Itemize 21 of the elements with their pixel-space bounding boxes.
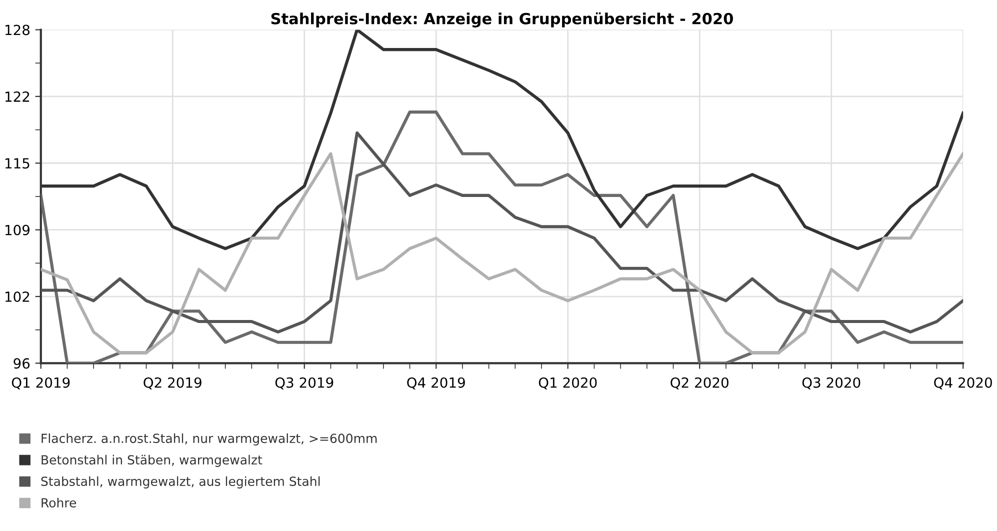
x-tick-label: Q3 2019 (275, 377, 334, 390)
legend-label: Stabstahl, warmgewalzt, aus legiertem Stahl (41, 476, 320, 488)
line-series (40, 131, 964, 334)
legend-label: Flacherz. a.n.rost.Stahl, nur warmgewalzt, >=600mm (42, 433, 377, 446)
y-tick-label: 109 (5, 224, 30, 236)
x-tick-label: Q1 2020 (538, 377, 597, 390)
x-tick-label: Q2 2020 (670, 377, 728, 390)
x-tick-label: Q4 2019 (407, 377, 465, 390)
x-tick-label: Q2 2019 (144, 377, 202, 390)
y-tick-label: 96 (14, 358, 30, 369)
x-tick-label: Q4 2020 (934, 377, 992, 390)
y-tick-label: 102 (5, 291, 30, 302)
chart-title: Stahlpreis-Index: Anzeige in Gruppenübersicht - 2020 (271, 12, 733, 28)
legend-label: Rohre (42, 498, 76, 508)
y-tick-label: 122 (5, 91, 30, 102)
legend-label: Betonstahl in Stäben, warmgewalzt (42, 454, 262, 467)
y-tick-label: 128 (5, 24, 30, 36)
y-tick-label: 115 (5, 158, 30, 169)
x-tick-label: Q1 2019 (12, 377, 70, 390)
x-tick-label: Q3 2020 (802, 377, 860, 390)
line-series (40, 152, 964, 354)
